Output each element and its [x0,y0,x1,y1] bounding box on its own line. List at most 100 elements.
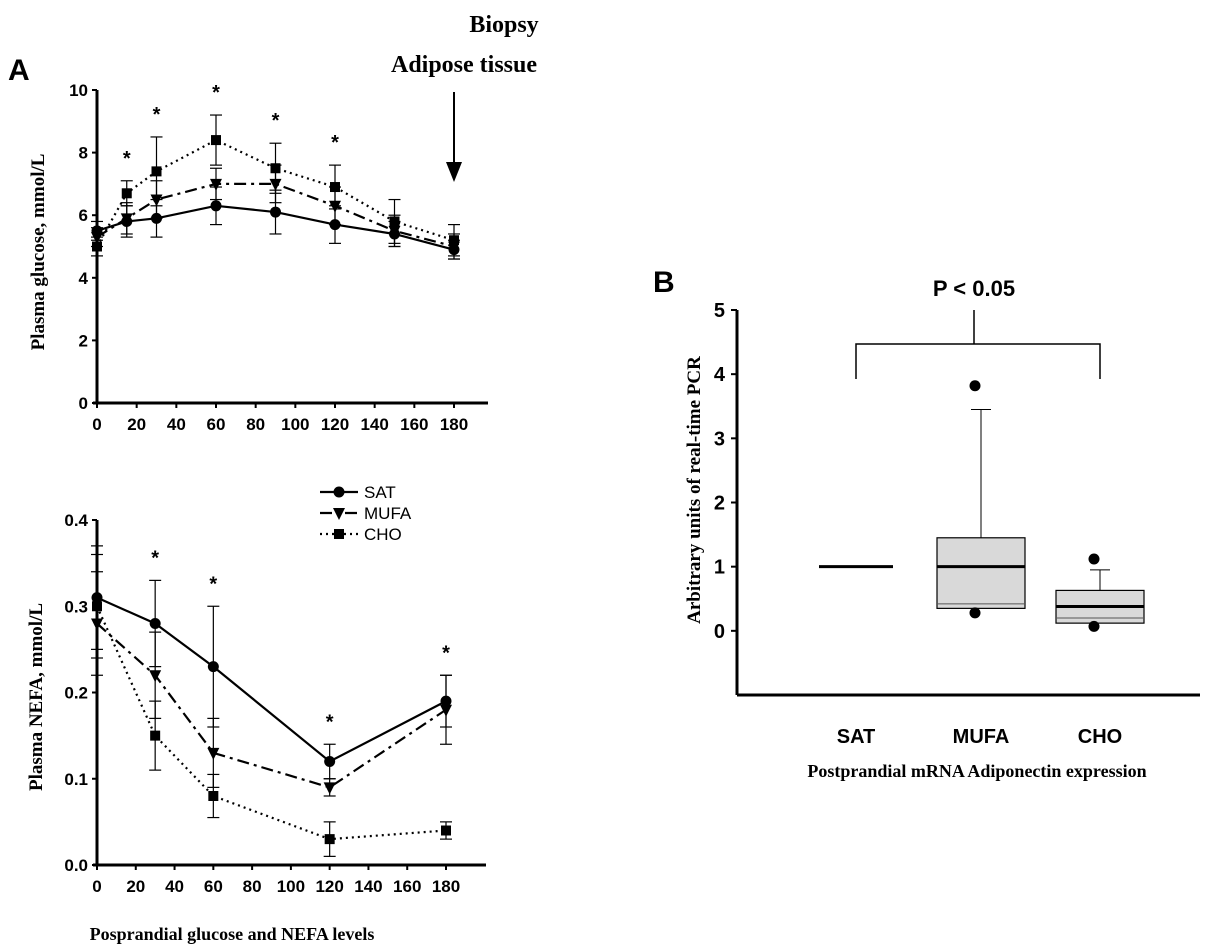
panel-label-b: B [653,266,675,299]
glucose-point-sat [270,206,281,218]
glucose-point-cho [330,182,340,193]
glucose-point-cho [92,241,102,252]
nefa-point-cho [208,791,219,801]
nefa-chart: Plasma NEFA, mmol/L 0.0 0.1 0.2 0.3 0.4 0 20 40… [26,511,486,896]
glucose-x-tick-label: 40 [167,415,186,434]
nefa-y-tick-label: 0.2 [64,684,88,703]
glucose-point-cho [121,188,132,199]
glucose-x-tick-label: 0 [92,415,101,434]
box-y-tick-label: 3 [714,428,725,450]
nefa-point-mufa [440,704,452,717]
box-outlier-cho [1088,553,1100,565]
nefa-series-line-cho [95,605,447,841]
box-x-axis-title: Postprandial mRNA Adiponectin expression [807,761,1146,781]
nefa-y-tick-label: 0.4 [64,511,88,530]
legend-marker-sat [333,486,345,498]
nefa-x-tick-label: 60 [204,877,223,896]
nefa-series-line-mufa [96,622,447,789]
glucose-y-tick-label: 10 [69,81,88,100]
legend: SAT MUFA CHO [320,483,412,544]
glucose-y-tick-label: 0 [79,394,88,413]
glucose-point-cho [211,135,221,146]
glucose-significance-star: * [272,110,280,132]
biopsy-subtitle: Adipose tissue [391,52,537,78]
glucose-significance-star: * [212,82,220,104]
box-outlier-mufa [969,607,981,619]
glucose-x-tick-label: 180 [440,415,468,434]
box-category-label: MUFA [953,726,1010,748]
glucose-point-cho [449,235,459,246]
nefa-y-tick-label: 0.1 [64,770,88,789]
box-y-tick-label: 2 [714,493,725,515]
nefa-x-tick-label: 20 [126,877,145,896]
nefa-point-sat [149,618,161,629]
glucose-x-tick-label: 140 [360,415,388,434]
box-body-mufa [936,537,1026,609]
significance-bracket [855,343,1101,379]
glucose-x-tick-label: 100 [281,415,309,434]
nefa-series-line-sat [96,596,447,763]
box-outlier-mufa [969,380,981,392]
glucose-y-tick-label: 4 [79,269,89,288]
glucose-point-mufa [120,213,133,226]
box-y-tick-label: 5 [714,300,725,322]
nefa-x-tick-label: 100 [277,877,305,896]
legend-label-mufa: MUFA [364,504,412,523]
nefa-x-tick-label: 120 [315,877,343,896]
nefa-y-axis-title: Plasma NEFA, mmol/L [26,603,47,791]
glucose-series-line-mufa [96,182,455,248]
nefa-x-tick-label: 40 [165,877,184,896]
biopsy-title: Biopsy [469,12,538,38]
glucose-x-tick-label: 20 [127,415,146,434]
glucose-y-axis-title: Plasma glucose, mmol/L [28,154,49,351]
nefa-significance-star: * [326,711,334,733]
nefa-y-tick-label: 0.3 [64,597,88,616]
nefa-point-sat [324,756,336,767]
box-y-axis-title: Arbitrary units of real-time PCR [684,356,705,624]
p-value-annotation: P < 0.05 [933,276,1015,301]
glucose-point-cho [389,216,400,227]
glucose-x-tick-label: 120 [321,415,349,434]
nefa-significance-star: * [151,547,159,569]
nefa-x-tick-label: 180 [432,877,460,896]
glucose-y-tick-label: 6 [79,206,88,225]
glucose-x-tick-label: 60 [207,415,226,434]
panel-label-a: A [8,54,30,87]
box-y-tick-label: 1 [714,557,725,579]
glucose-significance-star: * [331,132,339,154]
nefa-point-cho [324,834,335,845]
glucose-significance-star: * [153,104,161,126]
glucose-point-cho [270,163,281,174]
nefa-x-tick-label: 80 [243,877,262,896]
box-category-label: SAT [837,726,876,748]
nefa-significance-star: * [209,573,217,595]
glucose-x-tick-label: 160 [400,415,428,434]
box-y-tick-label: 0 [714,621,725,643]
glucose-significance-star: * [123,148,131,170]
biopsy-arrow-icon [446,92,462,182]
nefa-y-tick-label: 0.0 [64,856,88,875]
legend-marker-cho [334,529,344,539]
glucose-y-tick-label: 8 [79,144,88,163]
nefa-point-cho [92,601,102,612]
nefa-point-cho [150,730,161,741]
legend-label-sat: SAT [364,483,396,502]
box-category-label: CHO [1078,726,1122,748]
nefa-significance-star: * [442,642,450,664]
nefa-point-sat [207,661,219,673]
glucose-point-sat [210,200,222,212]
nefa-point-mufa [207,747,220,760]
glucose-point-mufa [210,178,222,191]
glucose-point-cho [151,166,162,177]
legend-marker-mufa [333,508,345,520]
box-outlier-cho [1088,620,1100,632]
legend-label-cho: CHO [364,525,402,544]
nefa-x-tick-label: 140 [354,877,382,896]
glucose-y-tick-label: 2 [79,331,88,350]
nefa-x-tick-label: 0 [92,877,101,896]
nefa-point-cho [441,825,451,836]
time-caption: Posprandial glucose and NEFA levels [90,924,375,944]
nefa-point-mufa [149,670,162,683]
